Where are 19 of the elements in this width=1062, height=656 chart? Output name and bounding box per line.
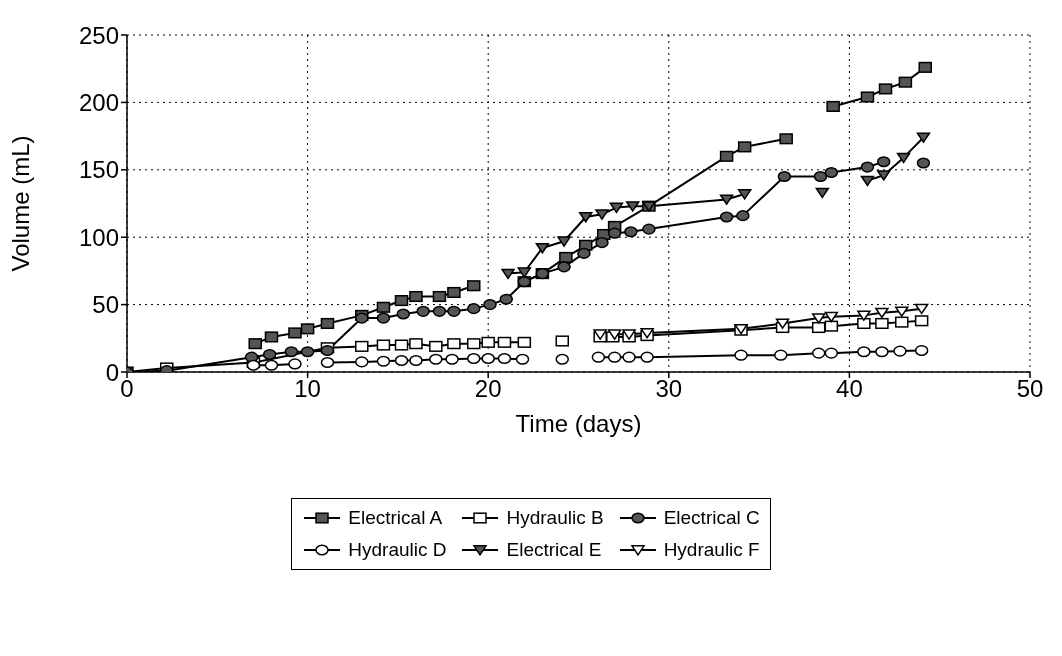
y-tick-label: 100 bbox=[78, 223, 119, 251]
legend-label: Hydraulic F bbox=[663, 539, 760, 561]
x-tick-label: 50 bbox=[1016, 375, 1044, 403]
x-tick-label: 30 bbox=[655, 375, 683, 403]
legend-label: Hydraulic B bbox=[506, 507, 604, 529]
y-axis-title: Volume (mL) bbox=[6, 135, 34, 272]
y-tick-label: 0 bbox=[105, 358, 119, 386]
y-tick-label: 200 bbox=[78, 88, 119, 116]
legend-label: Hydraulic D bbox=[348, 539, 447, 561]
x-tick-label: 40 bbox=[836, 375, 863, 403]
y-tick-label: 150 bbox=[78, 156, 119, 184]
y-tick-label: 50 bbox=[92, 291, 119, 319]
x-tick-label: 20 bbox=[474, 375, 502, 403]
x-tick-label: 10 bbox=[294, 375, 321, 403]
x-axis-title: Time (days) bbox=[515, 410, 642, 437]
y-tick-label: 250 bbox=[78, 21, 119, 49]
legend-label: Electrical A bbox=[348, 507, 443, 529]
legend-label: Electrical C bbox=[663, 507, 760, 529]
legend-label: Electrical E bbox=[506, 539, 602, 561]
